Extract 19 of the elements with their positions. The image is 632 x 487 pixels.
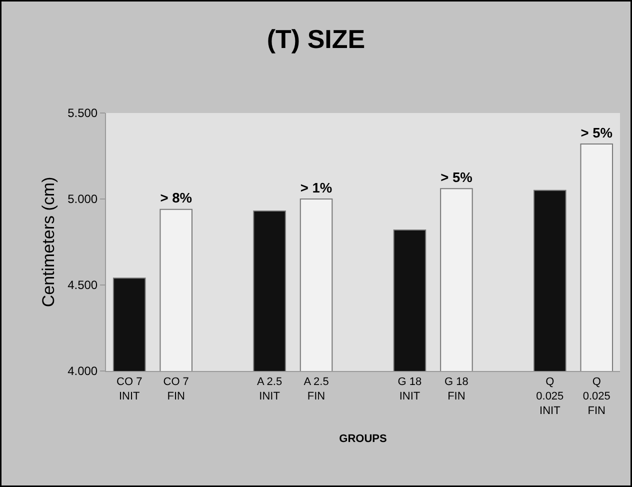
y-tick-label: 4.000: [68, 364, 98, 378]
x-tick-label: G 18 INIT: [398, 376, 422, 402]
y-tick-label: 5.500: [68, 106, 98, 120]
data-label: > 5%: [580, 125, 612, 140]
x-tick-label: CO 7 INIT: [116, 376, 142, 402]
x-tick-label: A 2.5 FIN: [304, 376, 329, 402]
y-axis-title: Centimeters (cm): [39, 176, 58, 308]
x-tick-label: Q 0.025 INIT: [536, 376, 564, 417]
x-tick-label: CO 7 FIN: [163, 376, 189, 402]
data-label: > 1%: [300, 180, 332, 196]
data-label: > 8%: [160, 190, 192, 206]
x-tick-label: A 2.5 INIT: [257, 376, 282, 402]
x-tick-label: Q 0.025 FIN: [582, 376, 610, 417]
chart-title: (T) SIZE: [266, 24, 366, 54]
y-tick-label: 5.000: [68, 192, 98, 206]
x-axis-title: GROUPS: [339, 433, 387, 445]
y-tick-label: 4.500: [68, 278, 98, 292]
data-label: > 5%: [440, 170, 472, 186]
x-tick-label: G 18 FIN: [444, 376, 468, 402]
